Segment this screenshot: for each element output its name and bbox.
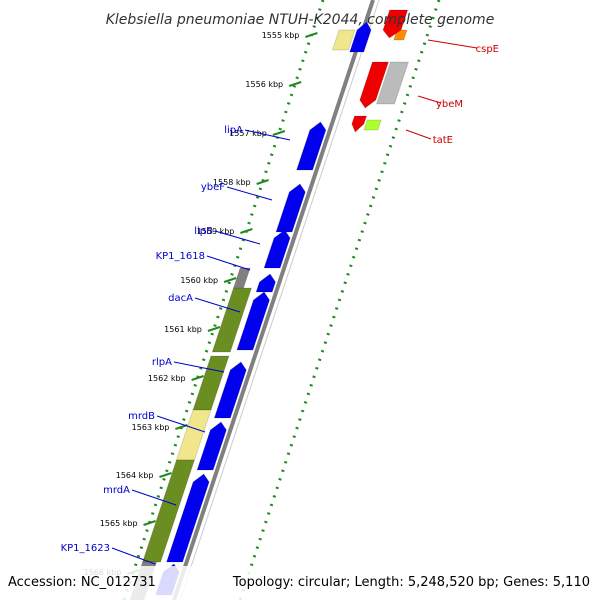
tick-label: 1565 kbp (100, 519, 138, 528)
gene-label-mrdA: mrdA (103, 485, 130, 496)
tick-label: 1563 kbp (132, 423, 170, 432)
accession-label: Accession: NC_012731 (8, 575, 156, 590)
gene-cspE-reverse (359, 61, 390, 109)
gene-label-lipA: lipA (224, 125, 243, 136)
tick-label: 1562 kbp (148, 374, 186, 383)
label-leader-dacA (194, 297, 241, 313)
label-leader-mrdA (131, 489, 177, 506)
gene-label-mrdB: mrdB (128, 411, 155, 422)
label-leader-cspE (427, 39, 478, 49)
label-leader-mrdB (156, 415, 206, 433)
genome-summary: Topology: circular; Length: 5,248,520 bp… (232, 575, 590, 590)
tick-track-outer (238, 0, 441, 600)
gene-label-rlpA: rlpA (152, 357, 172, 368)
tick-mark (240, 228, 253, 234)
label-leader-ybeM (417, 95, 442, 104)
label-leader-lipB (214, 230, 261, 245)
gene-ybeM-region (375, 61, 410, 105)
tick-mark (191, 375, 204, 381)
gene-mrdB (196, 421, 227, 471)
tick-label: 1558 kbp (213, 178, 251, 187)
gene-label-ybeM: ybeM (436, 99, 463, 110)
genome-backbone-edge (179, 0, 380, 600)
gene-label-lipB: lipB (194, 226, 213, 237)
gene-tatE-reverse (351, 115, 368, 133)
gene-label-dacA: dacA (168, 293, 193, 304)
cds-region-mrdA (141, 459, 196, 563)
pseudo-KP1_1618 (232, 267, 251, 289)
tick-mark (272, 130, 286, 136)
tick-mark (288, 81, 302, 87)
label-leader-tatE (405, 129, 432, 140)
tick-mark (256, 179, 269, 185)
genome-backbone (172, 0, 375, 600)
cds-region-dacA (211, 287, 253, 353)
gene-lipB (263, 229, 291, 269)
gene-KP1_1618 (255, 273, 277, 293)
gene-dacA (236, 291, 271, 351)
tick-mark (159, 472, 172, 478)
tick-mark (223, 277, 237, 283)
tick-mark (143, 520, 156, 526)
misc-feature-top (331, 29, 356, 51)
label-leader-KP1_1618 (206, 255, 251, 271)
tick-mark (305, 32, 318, 38)
map-title: Klebsiella pneumoniae NTUH-K2044, comple… (106, 12, 495, 28)
gene-top-forward (349, 21, 372, 53)
tick-track-inner (122, 0, 325, 600)
tick-tracks (122, 0, 441, 600)
gene-ybeF (275, 183, 306, 233)
tick-mark (207, 326, 221, 332)
tick-label: 1557 kbp (229, 129, 267, 138)
label-leader-KP1_1623 (111, 547, 156, 565)
tick-label: 1556 kbp (245, 80, 283, 89)
label-leader-lipA (244, 129, 291, 141)
gene-label-KP1_1623: KP1_1623 (61, 543, 110, 554)
gene-label-cspE: cspE (476, 44, 499, 55)
gene-tatE-other (363, 119, 382, 131)
label-leader-rlpA (173, 361, 225, 373)
footer-background (0, 566, 600, 600)
tick-label: 1560 kbp (180, 276, 218, 285)
gene-label-ybeF: ybeF (201, 182, 225, 193)
gene-label-tatE: tatE (433, 135, 453, 146)
gene-lipA (295, 121, 327, 171)
gene-label-KP1_1618: KP1_1618 (156, 251, 205, 262)
tick-label: 1561 kbp (164, 325, 202, 334)
gene-rlpA (213, 361, 247, 419)
tick-label: 1555 kbp (262, 31, 300, 40)
label-leader-ybeF (226, 186, 273, 201)
gene-top-reverse (382, 9, 409, 39)
gene-mrdA (165, 473, 210, 563)
tick-label: 1564 kbp (116, 471, 154, 480)
